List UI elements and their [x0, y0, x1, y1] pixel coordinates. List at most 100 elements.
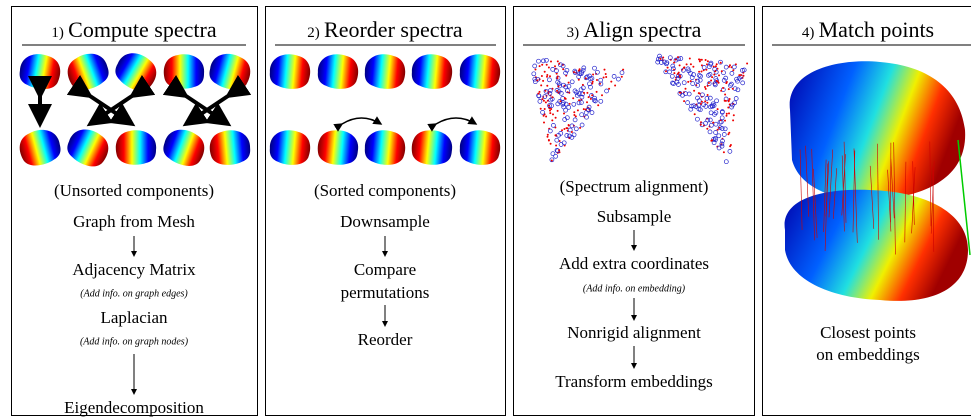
cloud-point	[577, 109, 579, 111]
step: Downsample	[340, 212, 430, 232]
panel-title: Reorder spectra	[324, 17, 463, 42]
cloud-point	[732, 119, 734, 121]
cloud-point	[541, 64, 543, 66]
cloud-point	[717, 129, 719, 131]
mesh-blob	[164, 54, 204, 88]
cloud-point	[546, 74, 548, 76]
cloud-point	[608, 88, 610, 90]
mesh-blob	[458, 53, 501, 91]
embedding-shape	[785, 190, 968, 301]
cloud-point	[574, 127, 578, 131]
panel-heading: 4) Match points	[802, 17, 934, 43]
cloud-point	[668, 70, 672, 74]
panel-title: Compute spectra	[68, 17, 216, 42]
cloud-point	[694, 113, 696, 115]
cloud-point	[610, 81, 612, 83]
cloud-point	[695, 117, 699, 121]
cloud-point	[603, 77, 605, 79]
cloud-point	[698, 92, 700, 94]
cloud-point	[546, 85, 548, 87]
cloud-point	[690, 80, 692, 82]
cloud-point	[732, 65, 736, 69]
cloud-point	[723, 127, 727, 131]
caption: (Unsorted components)	[54, 181, 214, 201]
cloud-point	[724, 94, 726, 96]
cloud-point	[548, 129, 552, 133]
cloud-point	[601, 94, 603, 96]
cloud-point	[556, 77, 558, 79]
page: {"panels": [ {"number": "1)", "title": "…	[0, 0, 971, 420]
cloud-point	[585, 109, 587, 111]
cloud-point	[544, 71, 546, 73]
step-note: (Add info. on graph edges)	[80, 289, 188, 300]
cloud-point	[537, 93, 539, 95]
embedding-shape	[790, 61, 965, 200]
cloud-point	[673, 62, 675, 64]
cloud-point	[722, 87, 724, 89]
cloud-point	[728, 149, 732, 153]
cloud-point	[700, 124, 702, 126]
cloud-point	[547, 136, 549, 138]
cloud-point	[599, 78, 603, 82]
cloud-point	[701, 59, 703, 61]
cloud-point	[705, 88, 707, 90]
step: Reorder	[358, 330, 413, 350]
cloud-point	[710, 80, 712, 82]
cloud-point	[605, 89, 609, 93]
cloud-point	[533, 64, 537, 68]
cloud-point	[544, 108, 546, 110]
cloud-point	[717, 108, 719, 110]
cloud-point	[570, 80, 574, 84]
step: Transform embeddings	[555, 372, 713, 392]
cloud-point	[704, 100, 706, 102]
swap-arrow	[342, 118, 381, 124]
cloud-point	[683, 100, 685, 102]
panel-title: Align spectra	[583, 17, 701, 42]
cloud-point	[592, 81, 594, 83]
cloud-point	[691, 82, 695, 86]
cloud-point	[562, 68, 564, 70]
mesh-blob	[206, 50, 254, 94]
cloud-point	[720, 116, 724, 120]
step: Adjacency Matrix	[72, 260, 195, 280]
cloud-point	[573, 118, 577, 122]
cloud-point	[557, 60, 559, 62]
cloud-point	[715, 65, 717, 67]
cloud-point	[683, 66, 685, 68]
cloud-point	[724, 160, 728, 164]
cloud-point	[586, 92, 588, 94]
cloud-point	[665, 70, 667, 72]
mesh-blob	[316, 53, 359, 91]
cloud-point	[687, 81, 689, 83]
cloud-point	[540, 84, 542, 86]
cloud-point	[677, 56, 679, 58]
cloud-point	[671, 64, 675, 68]
cloud-point	[718, 74, 720, 76]
cloud-point	[698, 108, 702, 112]
cloud-point	[591, 94, 593, 96]
cloud-point	[555, 145, 557, 147]
mesh-blob	[63, 123, 114, 171]
cloud-point	[699, 60, 701, 62]
cloud-point	[710, 140, 712, 142]
cloud-point	[579, 127, 581, 129]
cloud-point	[567, 105, 571, 109]
cloud-point	[724, 65, 728, 69]
cloud-point	[712, 122, 714, 124]
cloud-point	[740, 74, 742, 76]
cloud-point	[573, 71, 575, 73]
panel-number: 2)	[307, 25, 320, 41]
cloud-point	[698, 78, 702, 82]
cloud-point	[718, 82, 720, 84]
step: Subsample	[597, 207, 672, 227]
cloud-point	[620, 71, 624, 75]
cloud-point	[572, 133, 576, 137]
cloud-point	[554, 65, 556, 67]
cloud-point	[551, 123, 555, 127]
mesh-blob	[268, 53, 311, 91]
cloud-point	[693, 90, 695, 92]
cloud-point	[549, 75, 551, 77]
cloud-point	[733, 114, 735, 116]
cloud-point	[706, 63, 708, 65]
cloud-point	[546, 64, 548, 66]
